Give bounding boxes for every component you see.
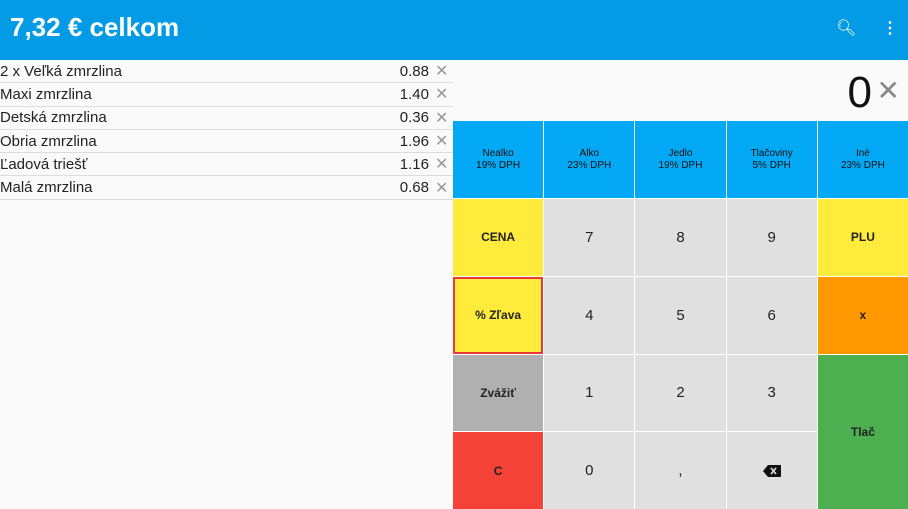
list-item[interactable]: Detská zmrzlina 0.36 ✕ [0, 107, 453, 130]
category-tlacoviny[interactable]: Tlačoviny 5% DPH [726, 121, 817, 198]
list-item[interactable]: Ľadová triešť 1.16 ✕ [0, 153, 453, 177]
keypad: Nealko 19% DPH Alko 23% DPH Jedlo 19% DPH T… [453, 121, 908, 509]
key-comma[interactable]: , [635, 432, 726, 509]
item-name: Obria zmrzlina [0, 132, 97, 150]
list-item[interactable]: 2 x Veľká zmrzlina 0.88 ✕ [0, 60, 453, 84]
list-item[interactable]: Malá zmrzlina 0.68 ✕ [0, 176, 453, 200]
key-4[interactable]: 4 [544, 276, 635, 354]
remove-item-icon[interactable]: ✕ [435, 156, 449, 174]
plu-button[interactable]: PLU [817, 199, 908, 276]
amount-value: 0 [847, 68, 872, 117]
backspace-button[interactable] [726, 432, 817, 509]
key-2[interactable]: 2 [635, 354, 726, 432]
app-bar: 7,32 € celkom 🔍︎ ⋮ [0, 0, 908, 60]
receipt-list: 2 x Veľká zmrzlina 0.88 ✕ Maxi zmrzlina 1.40… [0, 60, 453, 200]
key-6[interactable]: 6 [726, 276, 817, 354]
multiply-button[interactable]: x [817, 276, 908, 354]
key-7[interactable]: 7 [544, 199, 635, 276]
discount-button[interactable]: % Zľava [453, 276, 544, 354]
item-name: Ľadová triešť [0, 155, 88, 173]
key-5[interactable]: 5 [635, 276, 726, 354]
clear-amount-icon[interactable]: ✕ [876, 75, 900, 106]
key-1[interactable]: 1 [544, 354, 635, 432]
list-item[interactable]: Obria zmrzlina 1.96 ✕ [0, 130, 453, 154]
list-item[interactable]: Maxi zmrzlina 1.40 ✕ [0, 83, 453, 107]
key-9[interactable]: 9 [726, 199, 817, 276]
total-title: 7,32 € celkom [10, 12, 180, 42]
item-price: 1.16 [399, 155, 429, 173]
remove-item-icon[interactable]: ✕ [435, 86, 449, 104]
item-price: 0.88 [399, 62, 429, 80]
item-name: Maxi zmrzlina [0, 85, 92, 103]
backspace-icon [762, 464, 781, 477]
category-jedlo[interactable]: Jedlo 19% DPH [635, 121, 726, 198]
item-price: 1.96 [399, 132, 429, 150]
price-button[interactable]: CENA [453, 199, 544, 276]
amount-display: 0 ✕ [453, 60, 908, 121]
more-vert-icon[interactable]: ⋮ [882, 20, 898, 37]
key-8[interactable]: 8 [635, 199, 726, 276]
remove-item-icon[interactable]: ✕ [435, 63, 449, 81]
item-price: 0.36 [399, 109, 429, 127]
category-ine[interactable]: Iné 23% DPH [817, 121, 908, 198]
item-name: 2 x Veľká zmrzlina [0, 62, 122, 80]
item-name: Detská zmrzlina [0, 109, 107, 127]
print-button[interactable]: Tlač [817, 354, 908, 509]
search-icon[interactable]: 🔍︎ [836, 20, 857, 37]
remove-item-icon[interactable]: ✕ [435, 179, 449, 197]
item-price: 1.40 [399, 85, 429, 103]
key-3[interactable]: 3 [726, 354, 817, 432]
remove-item-icon[interactable]: ✕ [435, 109, 449, 127]
category-nealko[interactable]: Nealko 19% DPH [453, 121, 544, 198]
category-alko[interactable]: Alko 23% DPH [544, 121, 635, 198]
clear-button[interactable]: C [453, 432, 544, 509]
weigh-button[interactable]: Zvážiť [453, 354, 544, 432]
item-price: 0.68 [399, 179, 429, 197]
key-0[interactable]: 0 [544, 432, 635, 509]
remove-item-icon[interactable]: ✕ [435, 133, 449, 151]
item-name: Malá zmrzlina [0, 179, 93, 197]
